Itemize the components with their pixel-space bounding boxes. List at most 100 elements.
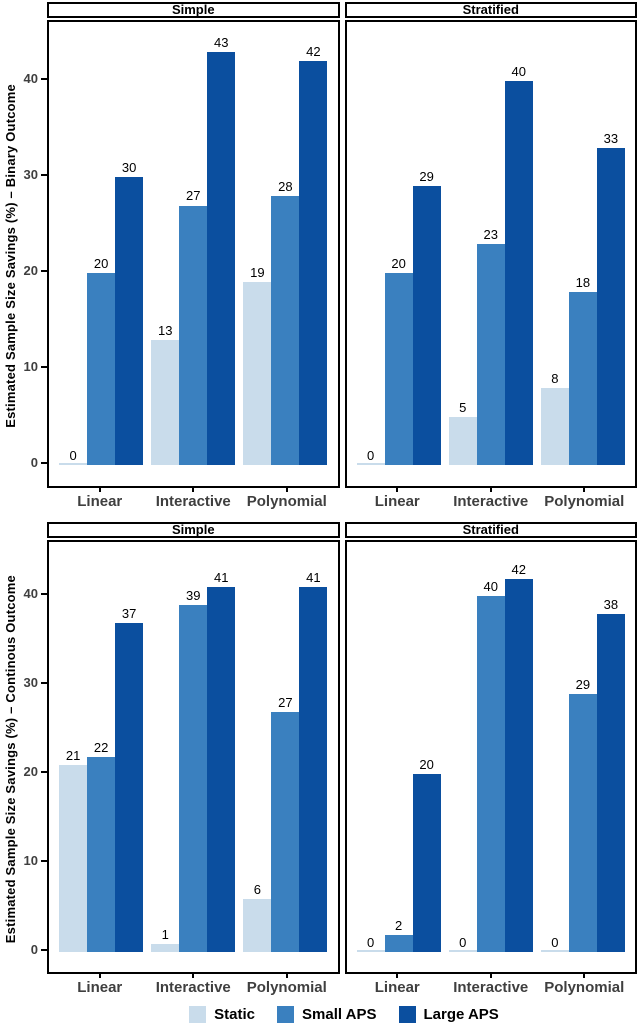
- bar-slot: 39: [179, 542, 208, 972]
- small-aps-bar: [271, 195, 300, 465]
- facet-panels: Simple 0 20 30 13 27 43 19 28 42 Linear Interactive…: [47, 2, 637, 510]
- y-tick-label: 30: [23, 675, 38, 691]
- continuous-outcome-chart: Estimated Sample Size Savings (%) – Cont…: [0, 522, 640, 996]
- bar-group: 0 20 29: [356, 22, 441, 486]
- bar-group: 13 27 43: [151, 22, 236, 486]
- small-aps-bar: [568, 291, 597, 465]
- bar-value-label: 33: [603, 130, 619, 146]
- static-bar: [448, 416, 477, 465]
- legend-label: Static: [214, 1005, 256, 1023]
- bar-slot: 0: [540, 542, 569, 972]
- static-bar: [151, 943, 180, 953]
- facet-panels: Simple 21 22 37 1 39 41 6 27 41 Linear Interactive P…: [47, 522, 637, 996]
- x-category-label: Polynomial: [246, 979, 327, 996]
- bar-value-label: 41: [306, 570, 321, 586]
- facet-strip: Stratified: [344, 522, 637, 538]
- x-axis: Linear Interactive Polynomial: [345, 488, 638, 510]
- x-axis-item: Polynomial: [542, 974, 626, 996]
- legend-item-small-aps: Small APS: [277, 1005, 377, 1023]
- bar-group: 0 29 38: [540, 542, 625, 972]
- plot-area: 0 20 30 13 27 43 19 28 42: [47, 20, 340, 488]
- large-aps-bar: [412, 774, 441, 953]
- bar-slot: 30: [115, 22, 144, 486]
- y-tick-mark: [41, 593, 47, 596]
- legend-item-large-aps: Large APS: [398, 1005, 499, 1023]
- bar-value-label: 8: [551, 371, 559, 387]
- x-axis-item: Interactive: [151, 974, 235, 996]
- small-aps-bar: [87, 756, 116, 953]
- bar-slot: 6: [243, 542, 272, 972]
- small-aps-bar: [476, 596, 505, 953]
- bar-value-label: 20: [419, 757, 434, 773]
- x-tick-mark: [489, 974, 492, 978]
- bar-value-label: 20: [93, 255, 109, 271]
- bar-slot: 21: [59, 542, 88, 972]
- bar-slot: 1: [151, 542, 180, 972]
- plot-area: 0 20 29 5 23 40 8 18 33: [344, 20, 637, 488]
- x-category-label: Polynomial: [246, 493, 327, 510]
- bar-slot: 38: [596, 542, 625, 972]
- bar-group: 0 40 42: [448, 542, 533, 972]
- bar-slot: 37: [115, 542, 144, 972]
- legend-label: Small APS: [302, 1005, 377, 1023]
- facet-strip: Simple: [47, 2, 340, 18]
- static-bar: [59, 462, 88, 465]
- x-category-label: Interactive: [155, 979, 231, 996]
- x-category-label: Linear: [77, 979, 123, 996]
- bar-value-label: 40: [483, 579, 498, 595]
- bar-value-label: 42: [306, 44, 321, 60]
- small-aps-bar: [271, 712, 300, 953]
- y-axis-ticks: 0 10 20 30 40: [20, 538, 47, 972]
- static-bar: [448, 950, 477, 953]
- x-tick-mark: [192, 974, 195, 978]
- y-axis: 0 10 20 30 40: [20, 2, 47, 510]
- y-axis-title-text: Estimated Sample Size Savings (%) – Cont…: [2, 574, 18, 944]
- static-bar: [540, 950, 569, 953]
- small-aps-bar: [179, 605, 208, 953]
- x-axis: Linear Interactive Polynomial: [345, 974, 638, 996]
- binary-outcome-chart: Estimated Sample Size Savings (%) – Bina…: [0, 2, 640, 510]
- small-aps-bar: [384, 934, 413, 953]
- large-aps-bar: [504, 578, 533, 953]
- small-aps-bar: [87, 272, 116, 465]
- large-aps-bar: [115, 623, 144, 953]
- plot-area: 21 22 37 1 39 41 6 27 41: [47, 540, 340, 974]
- facet-strip: Stratified: [344, 2, 637, 18]
- bar-slot: 42: [299, 22, 328, 486]
- static-bar: [243, 282, 272, 465]
- facet-strip: Simple: [47, 522, 340, 538]
- x-tick-mark: [396, 488, 399, 492]
- legend-item-static: Static: [189, 1005, 256, 1023]
- bar-value-label: 2: [394, 917, 403, 933]
- bar-slot: 2: [384, 542, 413, 972]
- bar-slot: 29: [568, 542, 597, 972]
- large-aps-bar: [299, 587, 328, 953]
- bar-value-label: 28: [278, 178, 293, 194]
- bar-slot: 8: [540, 22, 569, 486]
- y-axis-ticks: 0 10 20 30 40: [20, 18, 47, 486]
- x-category-label: Linear: [374, 979, 420, 996]
- x-axis-item: Interactive: [449, 974, 533, 996]
- x-tick-mark: [192, 488, 195, 492]
- bar-slot: 29: [412, 22, 441, 486]
- bar-slot: 40: [504, 22, 533, 486]
- bar-value-label: 27: [278, 695, 293, 711]
- bar-value-label: 0: [459, 935, 467, 951]
- y-tick-label: 40: [23, 70, 38, 86]
- large-aps-bar: [504, 80, 533, 465]
- bar-slot: 18: [568, 22, 597, 486]
- bar-slot: 20: [87, 22, 116, 486]
- x-category-label: Polynomial: [544, 493, 625, 510]
- bar-slot: 40: [476, 542, 505, 972]
- chart-legend: Static Small APS Large APS: [48, 1004, 640, 1024]
- bar-slot: 33: [596, 22, 625, 486]
- x-axis-item: Linear: [355, 974, 439, 996]
- bar-value-label: 19: [250, 265, 265, 281]
- bar-value-label: 1: [161, 926, 169, 942]
- bar-value-label: 0: [551, 935, 559, 951]
- bar-group: 5 23 40: [448, 22, 533, 486]
- bar-slot: 19: [243, 22, 272, 486]
- static-bar: [243, 899, 272, 953]
- y-tick-mark: [41, 682, 47, 685]
